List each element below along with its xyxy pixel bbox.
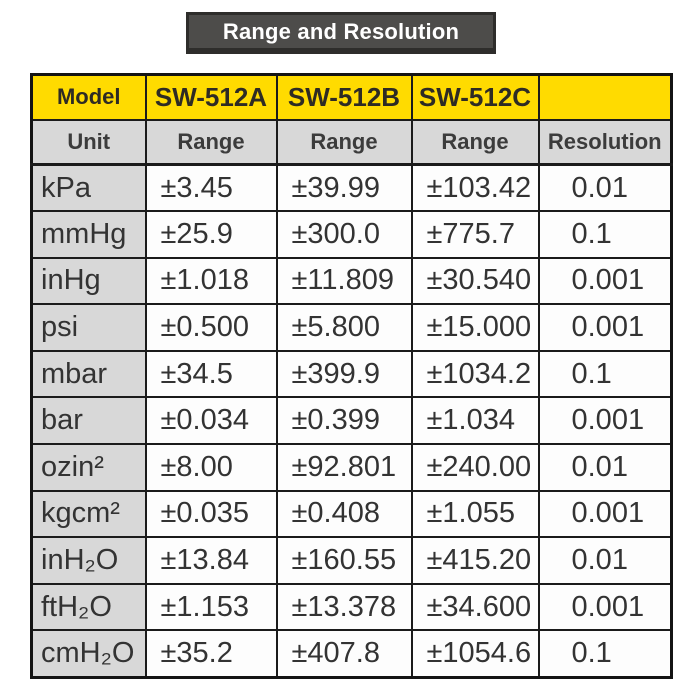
resolution-cell: 0.01 [537, 163, 673, 213]
range-a-cell: ±13.84 [144, 536, 278, 585]
range-resolution-table: Model SW-512A SW-512B SW-512C Unit Range… [30, 73, 673, 679]
table-row-cmh2o: cmH₂O ±35.2 ±407.8 ±1054.6 0.1 [30, 629, 673, 679]
range-b-cell: ±11.809 [275, 256, 413, 306]
range-c-cell: ±30.540 [410, 256, 540, 306]
resolution-cell: 0.001 [537, 256, 673, 306]
unit-cell: mbar [30, 349, 147, 399]
range-a-cell: ±1.153 [144, 582, 278, 632]
range-b-cell: ±300.0 [275, 210, 413, 259]
model-blank-cell [537, 73, 673, 121]
range-a-cell: ±3.45 [144, 163, 278, 213]
range-a-cell: ±34.5 [144, 349, 278, 399]
section-title-banner: Range and Resolution [186, 12, 496, 54]
resolution-cell: 0.01 [537, 536, 673, 585]
resolution-cell: 0.001 [537, 396, 673, 446]
range-b-cell: ±0.399 [275, 396, 413, 446]
resolution-cell: 0.1 [537, 629, 673, 679]
resolution-cell: 0.001 [537, 489, 673, 539]
table-row-mbar: mbar ±34.5 ±399.9 ±1034.2 0.1 [30, 349, 673, 399]
unit-cell: inHg [30, 256, 147, 306]
range-c-cell: ±1.055 [410, 489, 540, 539]
table-row-kgcm2: kgcm² ±0.035 ±0.408 ±1.055 0.001 [30, 489, 673, 539]
range-b-cell: ±407.8 [275, 629, 413, 679]
range-a-cell: ±35.2 [144, 629, 278, 679]
unit-cell: mmHg [30, 210, 147, 259]
table-row-inhg: inHg ±1.018 ±11.809 ±30.540 0.001 [30, 256, 673, 306]
range-c-cell: ±103.42 [410, 163, 540, 213]
range-a-header-cell: Range [144, 118, 278, 166]
unit-cell: kgcm² [30, 489, 147, 539]
range-b-cell: ±39.99 [275, 163, 413, 213]
unit-cell: ozin² [30, 443, 147, 492]
unit-cell: ftH₂O [30, 582, 147, 632]
model-header-row: Model SW-512A SW-512B SW-512C [30, 73, 673, 121]
range-c-cell: ±1.034 [410, 396, 540, 446]
unit-header-cell: Unit [30, 118, 147, 166]
resolution-cell: 0.01 [537, 443, 673, 492]
column-header-row: Unit Range Range Range Resolution [30, 118, 673, 166]
unit-cell: kPa [30, 163, 147, 213]
range-b-cell: ±160.55 [275, 536, 413, 585]
range-a-cell: ±0.034 [144, 396, 278, 446]
table-row-mmhg: mmHg ±25.9 ±300.0 ±775.7 0.1 [30, 210, 673, 259]
model-header-cell: Model [30, 73, 147, 121]
resolution-cell: 0.001 [537, 303, 673, 352]
range-b-cell: ±5.800 [275, 303, 413, 352]
unit-cell: psi [30, 303, 147, 352]
range-a-cell: ±0.500 [144, 303, 278, 352]
range-b-cell: ±13.378 [275, 582, 413, 632]
range-c-cell: ±415.20 [410, 536, 540, 585]
range-b-cell: ±92.801 [275, 443, 413, 492]
range-c-cell: ±34.600 [410, 582, 540, 632]
unit-cell: bar [30, 396, 147, 446]
range-c-cell: ±240.00 [410, 443, 540, 492]
model-sw512a-cell: SW-512A [144, 73, 278, 121]
table-row-psi: psi ±0.500 ±5.800 ±15.000 0.001 [30, 303, 673, 352]
unit-cell: inH₂O [30, 536, 147, 585]
resolution-header-cell: Resolution [537, 118, 673, 166]
range-a-cell: ±1.018 [144, 256, 278, 306]
range-a-cell: ±8.00 [144, 443, 278, 492]
table-row-bar: bar ±0.034 ±0.399 ±1.034 0.001 [30, 396, 673, 446]
table-row-fth2o: ftH₂O ±1.153 ±13.378 ±34.600 0.001 [30, 582, 673, 632]
range-b-header-cell: Range [275, 118, 413, 166]
range-c-cell: ±775.7 [410, 210, 540, 259]
table-row-kpa: kPa ±3.45 ±39.99 ±103.42 0.01 [30, 163, 673, 213]
range-b-cell: ±0.408 [275, 489, 413, 539]
range-c-cell: ±15.000 [410, 303, 540, 352]
model-sw512b-cell: SW-512B [275, 73, 413, 121]
range-b-cell: ±399.9 [275, 349, 413, 399]
range-c-header-cell: Range [410, 118, 540, 166]
range-c-cell: ±1034.2 [410, 349, 540, 399]
range-a-cell: ±25.9 [144, 210, 278, 259]
model-sw512c-cell: SW-512C [410, 73, 540, 121]
resolution-cell: 0.1 [537, 349, 673, 399]
unit-cell: cmH₂O [30, 629, 147, 679]
resolution-cell: 0.1 [537, 210, 673, 259]
section-title: Range and Resolution [222, 18, 460, 44]
table-row-ozin2: ozin² ±8.00 ±92.801 ±240.00 0.01 [30, 443, 673, 492]
resolution-cell: 0.001 [537, 582, 673, 632]
range-c-cell: ±1054.6 [410, 629, 540, 679]
table-row-inh2o: inH₂O ±13.84 ±160.55 ±415.20 0.01 [30, 536, 673, 585]
range-a-cell: ±0.035 [144, 489, 278, 539]
